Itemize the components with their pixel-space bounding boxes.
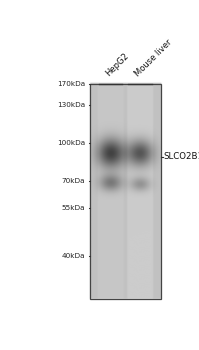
Text: Mouse liver: Mouse liver — [133, 38, 174, 78]
Text: 55kDa: 55kDa — [61, 205, 85, 211]
Bar — [90, 84, 161, 299]
Text: 70kDa: 70kDa — [61, 178, 85, 184]
Text: HepG2: HepG2 — [104, 52, 131, 78]
Text: 40kDa: 40kDa — [61, 253, 85, 259]
Text: SLCO2B1: SLCO2B1 — [164, 152, 199, 161]
Text: 130kDa: 130kDa — [57, 102, 85, 108]
Text: 100kDa: 100kDa — [57, 140, 85, 146]
Text: 170kDa: 170kDa — [57, 81, 85, 87]
